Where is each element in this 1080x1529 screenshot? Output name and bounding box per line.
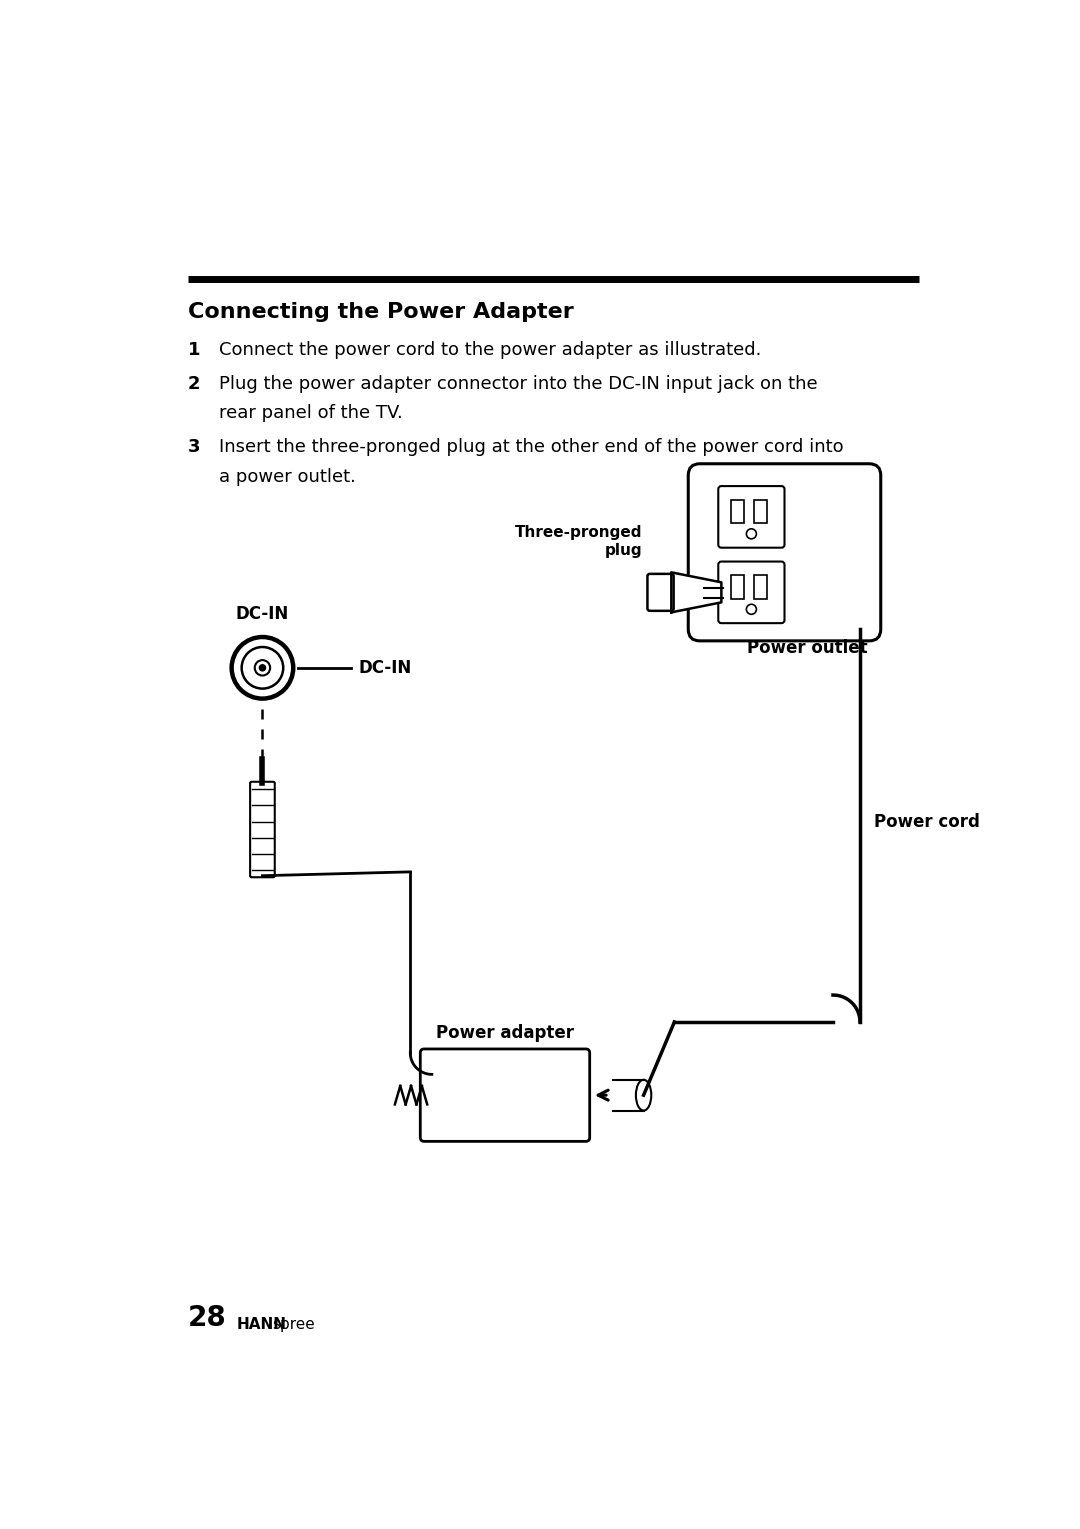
- Text: 3: 3: [188, 439, 200, 456]
- Circle shape: [255, 661, 270, 676]
- Text: Three-pronged
plug: Three-pronged plug: [514, 526, 642, 558]
- Bar: [730, 500, 744, 523]
- Text: Power cord: Power cord: [874, 813, 980, 830]
- Text: 1: 1: [188, 341, 200, 359]
- Text: Power outlet: Power outlet: [747, 639, 868, 656]
- Text: DC-IN: DC-IN: [235, 605, 289, 624]
- Text: Connecting the Power Adapter: Connecting the Power Adapter: [188, 303, 573, 323]
- Circle shape: [231, 638, 294, 699]
- Text: a power outlet.: a power outlet.: [218, 468, 355, 486]
- Text: Insert the three-pronged plug at the other end of the power cord into: Insert the three-pronged plug at the oth…: [218, 439, 843, 456]
- Circle shape: [746, 529, 756, 538]
- FancyBboxPatch shape: [688, 463, 881, 641]
- Text: 28: 28: [188, 1304, 227, 1332]
- Text: DC-IN: DC-IN: [359, 659, 411, 677]
- Text: Power adapter: Power adapter: [436, 1024, 573, 1043]
- Circle shape: [242, 647, 283, 688]
- Text: Connect the power cord to the power adapter as illustrated.: Connect the power cord to the power adap…: [218, 341, 761, 359]
- Circle shape: [746, 604, 756, 615]
- FancyBboxPatch shape: [718, 486, 784, 547]
- FancyBboxPatch shape: [420, 1049, 590, 1141]
- Ellipse shape: [636, 1079, 651, 1110]
- Text: HANN: HANN: [237, 1316, 286, 1332]
- Text: rear panel of the TV.: rear panel of the TV.: [218, 405, 402, 422]
- Bar: [730, 575, 744, 598]
- Bar: [754, 500, 767, 523]
- FancyBboxPatch shape: [718, 561, 784, 624]
- FancyBboxPatch shape: [647, 573, 674, 610]
- Circle shape: [259, 665, 266, 671]
- Polygon shape: [672, 572, 721, 613]
- Text: 2: 2: [188, 375, 200, 393]
- Bar: [754, 575, 767, 598]
- Text: Plug the power adapter connector into the DC-IN input jack on the: Plug the power adapter connector into th…: [218, 375, 818, 393]
- Text: spree: spree: [272, 1316, 315, 1332]
- FancyBboxPatch shape: [251, 781, 274, 878]
